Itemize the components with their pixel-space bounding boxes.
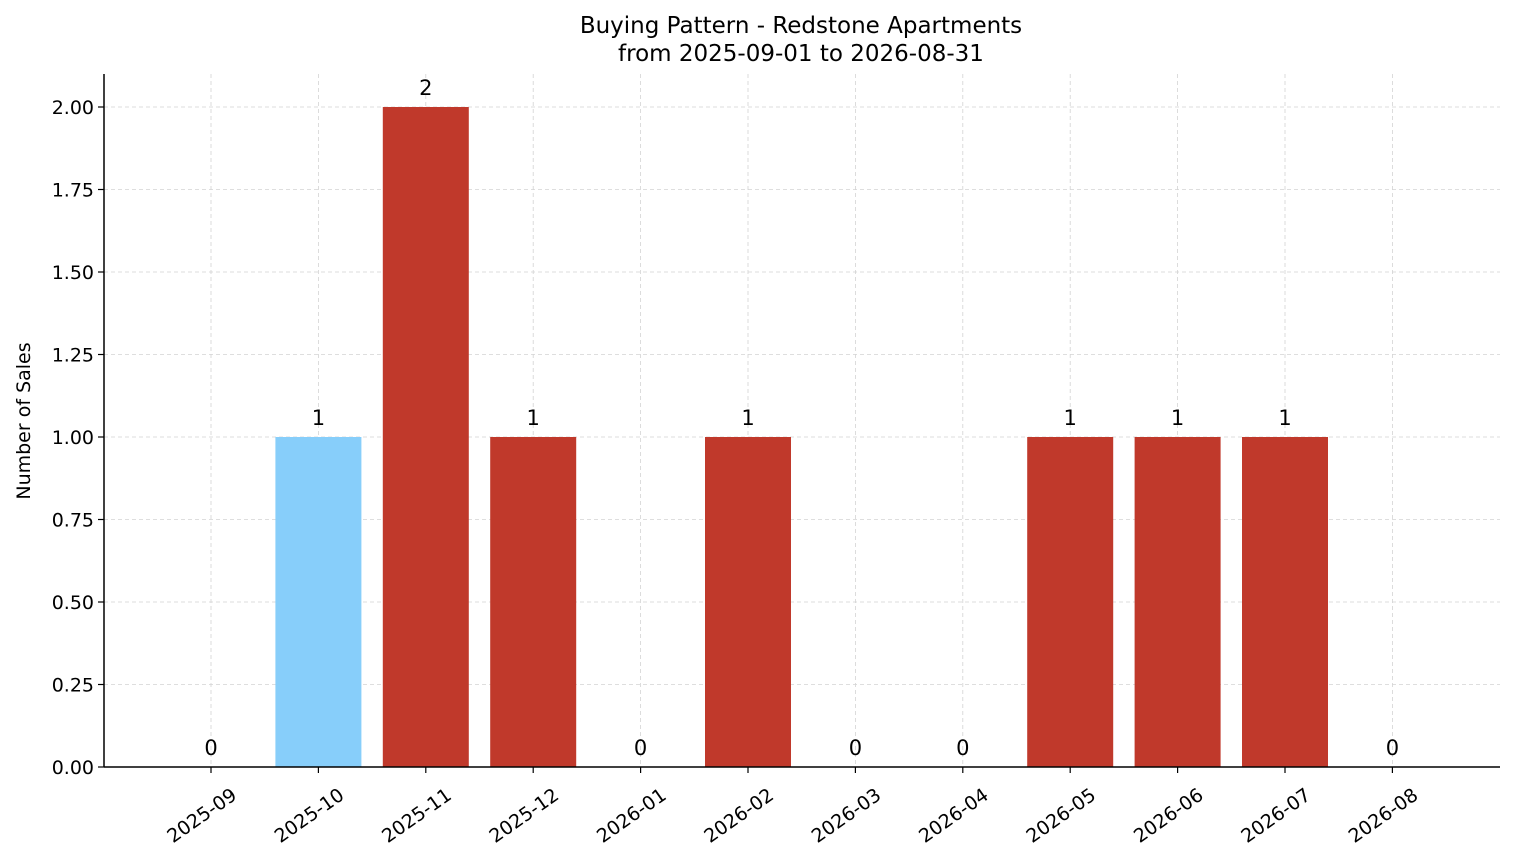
x-tick-label: 2026-08 <box>1345 784 1423 848</box>
x-tick-label: 2026-07 <box>1237 784 1315 848</box>
chart-title: Buying Pattern - Redstone Apartments <box>580 13 1022 39</box>
data-label-2026-05: 1 <box>1064 406 1077 430</box>
y-tick-label: 1.25 <box>52 345 94 367</box>
data-label-2026-02: 1 <box>741 406 754 430</box>
data-label-2025-09: 0 <box>204 736 217 760</box>
bar-2026-05 <box>1027 437 1114 767</box>
data-label-2026-04: 0 <box>956 736 969 760</box>
y-tick-label: 0.25 <box>52 675 94 697</box>
bars <box>275 107 1328 767</box>
data-label-2026-08: 0 <box>1386 736 1399 760</box>
x-tick-label: 2026-05 <box>1022 784 1100 848</box>
y-tick-label: 1.75 <box>52 180 94 202</box>
y-tick-label: 2.00 <box>52 97 94 119</box>
bar-2026-02 <box>705 437 791 767</box>
data-label-2025-10: 1 <box>312 406 325 430</box>
x-tick-label: 2025-12 <box>485 784 563 848</box>
x-tick-label: 2026-01 <box>593 784 671 848</box>
y-tick-label: 1.50 <box>52 262 94 284</box>
bar-2025-10 <box>275 437 362 767</box>
data-labels: 0 1 2 1 0 1 0 0 1 1 1 0 <box>204 76 1399 760</box>
x-tick-label: 2026-04 <box>915 784 993 848</box>
x-axis-ticks: 2025-09 2025-10 2025-11 2025-12 2026-01 2026-… <box>163 767 1422 848</box>
bar-2025-12 <box>490 437 577 767</box>
chart-subtitle: from 2025-09-01 to 2026-08-31 <box>618 41 984 67</box>
x-tick-label: 2026-02 <box>700 784 778 848</box>
bar-2025-11 <box>382 107 469 767</box>
y-tick-label: 0.75 <box>52 510 94 532</box>
data-label-2026-07: 1 <box>1278 406 1291 430</box>
y-tick-label: 1.00 <box>52 427 94 449</box>
x-tick-label: 2025-11 <box>378 784 456 848</box>
y-axis-label: Number of Sales <box>13 342 35 499</box>
x-tick-label: 2026-03 <box>808 784 886 848</box>
bar-2026-06 <box>1134 437 1221 767</box>
x-tick-label: 2025-10 <box>271 784 349 848</box>
data-label-2026-06: 1 <box>1171 406 1184 430</box>
x-tick-label: 2025-09 <box>163 784 241 848</box>
data-label-2025-12: 1 <box>527 406 540 430</box>
y-axis-ticks: 0.00 0.25 0.50 0.75 1.00 1.25 1.50 1.75 2.00 <box>52 97 104 779</box>
y-tick-label: 0.00 <box>52 757 94 779</box>
x-tick-label: 2026-06 <box>1130 784 1208 848</box>
data-label-2025-11: 2 <box>419 76 432 100</box>
data-label-2026-03: 0 <box>849 736 862 760</box>
y-tick-label: 0.50 <box>52 592 94 614</box>
bar-2026-07 <box>1242 437 1328 767</box>
data-label-2026-01: 0 <box>634 736 647 760</box>
